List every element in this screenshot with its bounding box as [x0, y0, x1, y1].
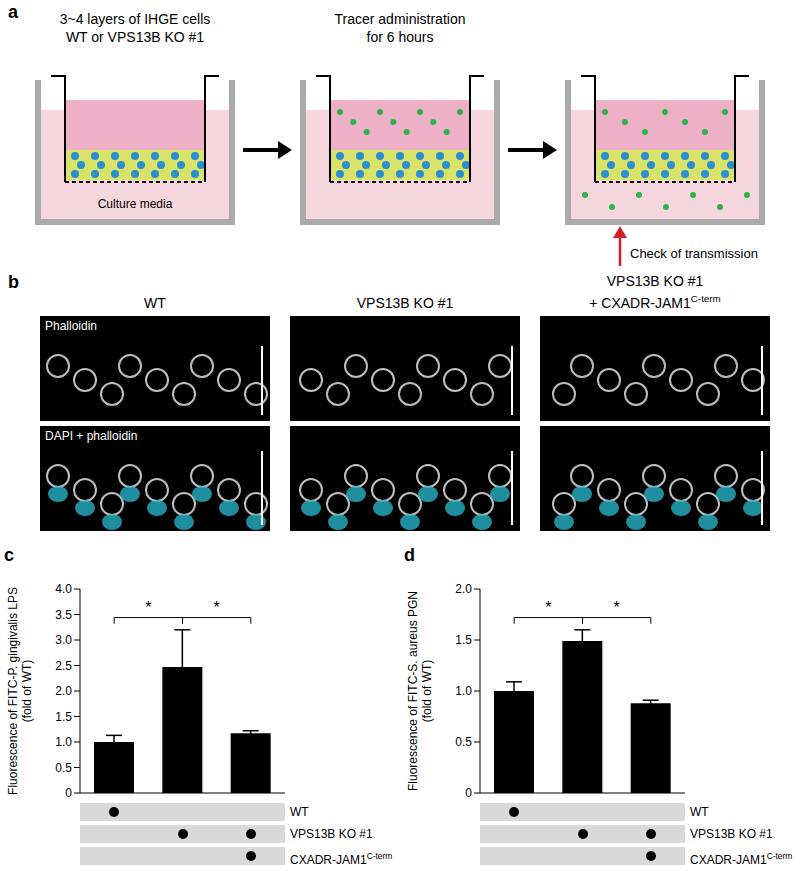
html-text:VPS13B KO #1: VPS13B KO #1	[290, 827, 373, 841]
svg-text:a: a	[8, 2, 19, 22]
svg-text:0: 0	[65, 786, 72, 799]
html-text:VPS13B KO #1: VPS13B KO #1	[690, 827, 773, 841]
html-text:CXADR-JAM1C-term: CXADR-JAM1C-term	[290, 851, 393, 867]
svg-text:3.5: 3.5	[55, 608, 72, 622]
html-text:WT: WT	[290, 805, 309, 819]
svg-text:Tracer administration: Tracer administration	[335, 11, 466, 27]
svg-text:Culture media: Culture media	[98, 197, 173, 211]
svg-text:2.0: 2.0	[455, 582, 472, 596]
svg-text:1.0: 1.0	[455, 684, 472, 698]
html-text:VPS13B KO #1: VPS13B KO #1	[606, 273, 704, 290]
svg-text:0.5: 0.5	[55, 761, 72, 775]
html-text:b: b	[8, 272, 19, 292]
svg-text:*: *	[614, 599, 620, 616]
html-text:WT: WT	[144, 295, 166, 311]
svg-text:0.5: 0.5	[455, 735, 472, 749]
html-text:c: c	[4, 545, 14, 565]
html-text:Phalloidin: Phalloidin	[45, 319, 97, 333]
html-text:DAPI + phalloidin: DAPI + phalloidin	[45, 429, 138, 443]
svg-text:1.0: 1.0	[55, 735, 72, 749]
html-text:d: d	[404, 545, 415, 565]
html-text:VPS13B KO #1: VPS13B KO #1	[356, 295, 454, 311]
svg-text:2.5: 2.5	[55, 659, 72, 673]
html-text:(fold of WT): (fold of WT)	[420, 659, 434, 723]
html-text:+ CXADR-JAM1C-term: + CXADR-JAM1C-term	[589, 293, 721, 311]
html-text:(fold of WT): (fold of WT)	[20, 659, 34, 723]
svg-text:3~4 layers of IHGE cells: 3~4 layers of IHGE cells	[60, 11, 211, 27]
svg-text:1.5: 1.5	[55, 710, 72, 724]
svg-text:*: *	[145, 599, 151, 616]
svg-text:*: *	[545, 599, 551, 616]
svg-text:0: 0	[465, 786, 472, 799]
svg-text:for 6 hours: for 6 hours	[367, 29, 434, 45]
svg-text:1.5: 1.5	[455, 633, 472, 647]
svg-text:WT or VPS13B KO #1: WT or VPS13B KO #1	[66, 29, 204, 45]
svg-text:3.0: 3.0	[55, 633, 72, 647]
svg-text:2.0: 2.0	[55, 684, 72, 698]
html-text:WT: WT	[690, 805, 709, 819]
html-text:CXADR-JAM1C-term: CXADR-JAM1C-term	[690, 851, 793, 867]
html-text:Fluorescence of FITC-S. aureus: Fluorescence of FITC-S. aureus PGN	[406, 591, 420, 791]
svg-text:*: *	[214, 599, 220, 616]
html-text:Fluorescence of FITC-P. gingiv: Fluorescence of FITC-P. gingivalis LPS	[6, 587, 20, 795]
svg-text:4.0: 4.0	[55, 582, 72, 596]
svg-text:Check of transmission: Check of transmission	[630, 246, 758, 261]
